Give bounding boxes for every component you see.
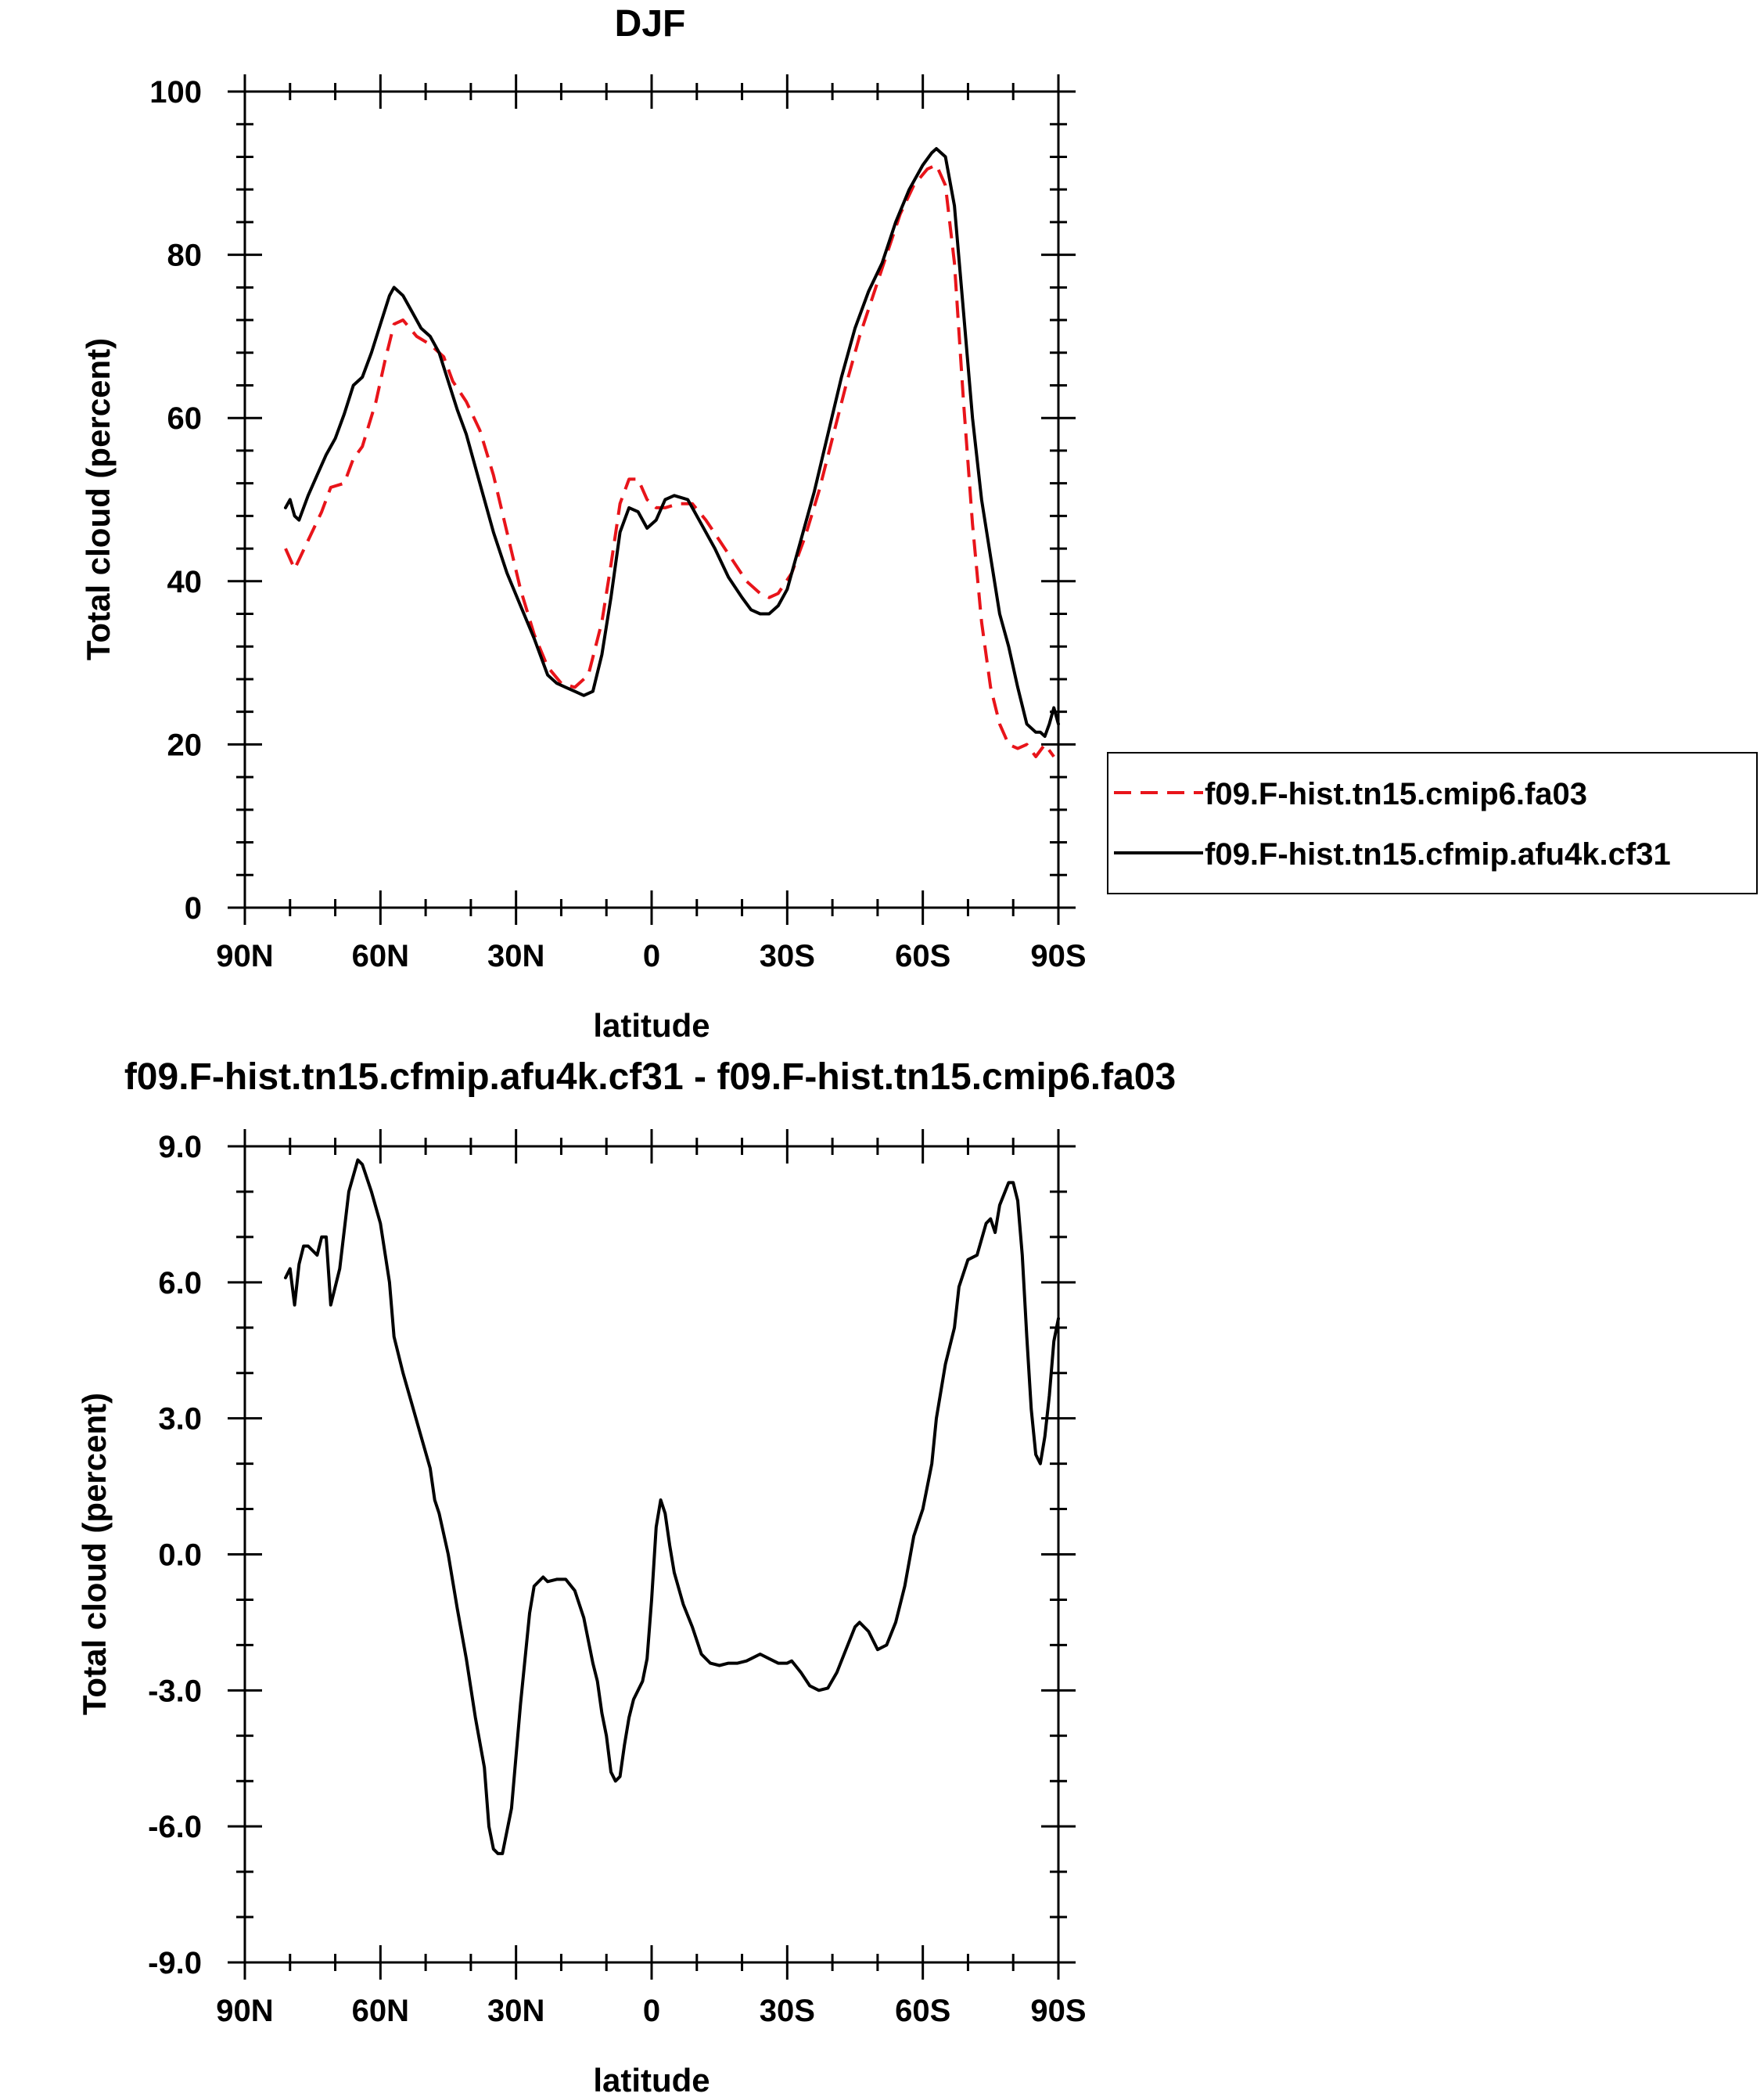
bottom-tick-labels: 90N 60N 30N 0 30S 60S 90S -9.0 -6.0 -3.0 0.0 3.0 6.0…	[148, 1130, 1087, 2028]
top-plot-frame	[243, 90, 1060, 909]
legend-entry-cmip6: f09.F-hist.tn15.cmip6.fa03	[1205, 777, 1587, 811]
top-x-tick-label: 0	[643, 939, 660, 973]
bottom-chart-title: f09.F-hist.tn15.cfmip.afu4k.cf31 - f09.F…	[124, 1056, 1176, 1098]
top-y-tick-label: 20	[167, 728, 203, 762]
top-x-axis-label: latitude	[593, 1007, 710, 1044]
top-x-tick-label: 90S	[1030, 939, 1086, 973]
bottom-y-tick-label: -9.0	[148, 1946, 202, 1980]
top-y-tick-label: 0	[185, 891, 202, 926]
bottom-panel: f09.F-hist.tn15.cfmip.afu4k.cf31 - f09.F…	[76, 1056, 1176, 2097]
top-y-tick-label: 80	[167, 239, 203, 273]
bottom-y-tick-label: 0.0	[158, 1538, 202, 1573]
legend-box	[1107, 752, 1758, 894]
bottom-y-tick-label: 9.0	[158, 1130, 202, 1164]
bottom-x-tick-label: 30S	[760, 1994, 815, 2028]
top-y-tick-label: 60	[167, 401, 203, 436]
top-series-group	[284, 147, 1060, 758]
top-chart-title: DJF	[615, 3, 686, 45]
bottom-y-axis-label: Total cloud (percent)	[76, 1393, 113, 1715]
top-y-axis-label: Total cloud (percent)	[80, 338, 117, 660]
bottom-y-tick-label: -3.0	[148, 1674, 202, 1708]
top-y-tick-label: 40	[167, 565, 203, 599]
bottom-x-axis-label: latitude	[593, 2062, 710, 2097]
top-x-tick-label: 30N	[487, 939, 544, 973]
bottom-series-group	[284, 1158, 1060, 1855]
top-tick-labels: 90N 60N 30N 0 30S 60S 90S 0 20 40 60 80 100	[149, 75, 1086, 973]
bottom-axis-ticks	[228, 1129, 1076, 1980]
bottom-x-tick-label: 90S	[1030, 1994, 1086, 2028]
legend-entry-cfmip: f09.F-hist.tn15.cfmip.afu4k.cf31	[1205, 837, 1671, 872]
top-x-tick-label: 60N	[352, 939, 409, 973]
bottom-x-tick-label: 60N	[352, 1994, 409, 2028]
top-x-tick-label: 90N	[216, 939, 273, 973]
bottom-x-tick-label: 30N	[487, 1994, 544, 2028]
legend: f09.F-hist.tn15.cmip6.fa03 f09.F-hist.tn…	[1107, 752, 1758, 894]
top-x-tick-label: 30S	[760, 939, 815, 973]
top-x-tick-label: 60S	[895, 939, 950, 973]
bottom-plot-frame	[243, 1145, 1060, 1964]
bottom-y-tick-label: -6.0	[148, 1810, 202, 1844]
bottom-y-tick-label: 3.0	[158, 1402, 202, 1437]
top-panel: DJF 90N 60N 30N 0 30S 60S 90S 0 20 40 60 80 100 lati…	[80, 3, 1758, 1044]
bottom-x-tick-label: 60S	[895, 1994, 950, 2028]
bottom-x-tick-label: 0	[643, 1994, 660, 2028]
top-series-line-1	[284, 147, 1060, 738]
bottom-series-line-0	[284, 1158, 1060, 1855]
bottom-x-tick-label: 90N	[216, 1994, 273, 2028]
bottom-y-tick-label: 6.0	[158, 1266, 202, 1300]
top-series-line-0	[284, 163, 1055, 758]
top-y-tick-label: 100	[149, 75, 202, 110]
